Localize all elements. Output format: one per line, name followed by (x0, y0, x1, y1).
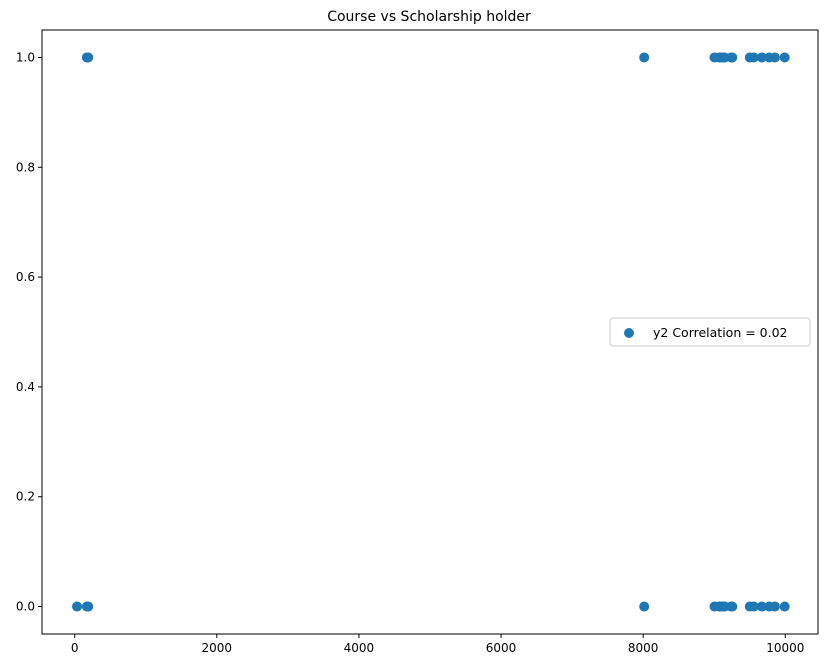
plot-frame (41, 29, 819, 635)
data-point (779, 601, 790, 612)
y-tick-label: 1.0 (16, 50, 35, 64)
y-axis: 0.0 0.2 0.4 0.6 0.8 1.0 (16, 50, 42, 614)
x-axis: 0 2000 4000 6000 8000 10000 (71, 634, 804, 655)
data-point (83, 52, 94, 63)
data-point (756, 52, 767, 63)
legend-marker (624, 328, 634, 338)
x-tick-label: 4000 (344, 641, 375, 655)
x-tick-label: 0 (71, 641, 79, 655)
data-point (769, 601, 780, 612)
data-point (756, 601, 767, 612)
data-points (72, 52, 790, 612)
y-tick-label: 0.2 (16, 490, 35, 504)
data-point (748, 52, 759, 63)
x-tick-label: 2000 (202, 641, 233, 655)
data-point (639, 601, 650, 612)
legend-box (609, 317, 811, 347)
y-tick-label: 0.8 (16, 160, 35, 174)
y-tick-label: 0.4 (16, 380, 35, 394)
y-tick-label: 0.0 (16, 600, 35, 614)
x-tick-label: 6000 (486, 641, 517, 655)
data-point (779, 52, 790, 63)
x-tick-label: 8000 (628, 641, 659, 655)
data-point (83, 601, 94, 612)
data-point (748, 601, 759, 612)
data-point (727, 601, 738, 612)
data-point (72, 601, 83, 612)
y-tick-label: 0.6 (16, 270, 35, 284)
chart-title: Course vs Scholarship holder (327, 9, 531, 25)
x-tick-label: 10000 (766, 641, 804, 655)
legend: y2 Correlation = 0.02 (609, 317, 811, 347)
data-point (727, 52, 738, 63)
legend-label: y2 Correlation = 0.02 (653, 325, 788, 340)
data-point (639, 52, 650, 63)
data-point (769, 52, 780, 63)
